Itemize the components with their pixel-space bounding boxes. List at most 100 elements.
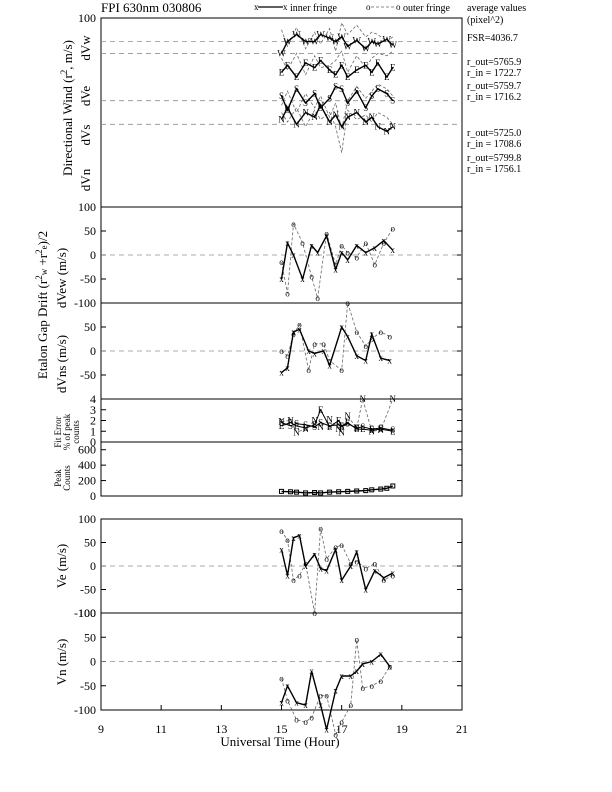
fit-marker-S: S bbox=[390, 425, 395, 435]
marker-N: N bbox=[293, 119, 300, 129]
inner-marker: x bbox=[285, 681, 290, 691]
marker-N: N bbox=[369, 112, 376, 122]
fit-marker-N: N bbox=[390, 394, 397, 404]
x-tick-label: 19 bbox=[396, 722, 408, 736]
chart-title: FPI 630nm 030806 bbox=[101, 0, 202, 15]
fit-marker-S: S bbox=[345, 419, 350, 429]
peak-counts-ylabel-1: Peak bbox=[53, 469, 63, 487]
y-tick-label: 50 bbox=[84, 320, 96, 334]
marker-E: E bbox=[294, 72, 300, 82]
x-tick-label: 17 bbox=[336, 722, 348, 736]
peak-counts-ylabel-2: Counts bbox=[62, 465, 72, 491]
outer-marker: o bbox=[339, 240, 344, 250]
outer-marker: o bbox=[354, 252, 359, 262]
inner-marker: x bbox=[303, 700, 308, 710]
marker-E: E bbox=[333, 70, 339, 80]
y-tick-label: -100 bbox=[74, 296, 96, 310]
outer-marker: o bbox=[370, 681, 375, 691]
fit-marker-E: E bbox=[390, 426, 396, 436]
vw-r-out: r_out=5759.7 bbox=[467, 81, 521, 92]
outer-series bbox=[281, 222, 394, 299]
fit-series-N bbox=[281, 398, 394, 434]
marker-S: S bbox=[318, 103, 323, 113]
ve-r-out: r_out=5765.9 bbox=[467, 57, 521, 68]
inner-marker: x bbox=[294, 698, 299, 708]
inner-marker: x bbox=[285, 238, 290, 248]
marker-W: W bbox=[337, 32, 346, 42]
inner-marker: x bbox=[354, 240, 359, 250]
fit-marker-S: S bbox=[339, 422, 344, 432]
marker-S: S bbox=[339, 84, 344, 94]
outer-marker: o bbox=[363, 341, 368, 351]
fit-marker-S: S bbox=[360, 422, 365, 432]
outer-marker: o bbox=[339, 717, 344, 727]
inner-marker: x bbox=[297, 324, 302, 334]
outer-marker: o bbox=[373, 260, 378, 270]
outer-marker: o bbox=[333, 729, 338, 739]
inner-marker: x bbox=[370, 657, 375, 667]
outer-marker: o bbox=[318, 690, 323, 700]
marker-S: S bbox=[327, 93, 332, 103]
inner-marker: x bbox=[333, 264, 338, 274]
outer-marker: o bbox=[339, 365, 344, 375]
outer-series-W bbox=[281, 21, 394, 52]
marker-W: W bbox=[277, 48, 286, 58]
marker-S: S bbox=[333, 82, 338, 92]
y-tick-label: 100 bbox=[78, 11, 96, 25]
inner-marker: x bbox=[382, 236, 387, 246]
outer-marker: o bbox=[354, 327, 359, 337]
outer-marker: o bbox=[279, 346, 284, 356]
peak-marker bbox=[369, 487, 375, 493]
marker-N: N bbox=[332, 110, 339, 120]
legend-outer-marker-left: o bbox=[366, 2, 371, 12]
inner-marker: x bbox=[303, 561, 308, 571]
inner-marker: x bbox=[360, 659, 365, 669]
outer-series bbox=[281, 528, 393, 614]
sublabel-dvw: dVw bbox=[78, 35, 93, 61]
fsr-label: FSR=4036.7 bbox=[467, 33, 518, 44]
x-axis-label: Universal Time (Hour) bbox=[220, 734, 339, 749]
y-tick-label: 2 bbox=[90, 414, 96, 428]
y-tick-label: 0 bbox=[90, 655, 96, 669]
sublabel-dve: dVe bbox=[78, 86, 93, 106]
peak-marker bbox=[288, 489, 294, 495]
marker-N: N bbox=[362, 117, 369, 127]
outer-marker: o bbox=[279, 673, 284, 683]
marker-S: S bbox=[369, 91, 374, 101]
outer-marker: o bbox=[324, 554, 329, 564]
inner-marker: x bbox=[379, 649, 384, 659]
legend-outer-label: outer fringe bbox=[403, 3, 450, 14]
y-tick-label: 0 bbox=[90, 248, 96, 262]
marker-W: W bbox=[283, 37, 292, 47]
outer-marker: o bbox=[294, 715, 299, 725]
ve-ylabel: Ve (m/s) bbox=[54, 544, 69, 588]
inner-marker: x bbox=[339, 322, 344, 332]
fit-marker-S: S bbox=[378, 423, 383, 433]
inner-marker: x bbox=[312, 549, 317, 559]
inner-series-E bbox=[280, 59, 394, 79]
inner-marker: x bbox=[348, 671, 353, 681]
peak-marker bbox=[345, 488, 351, 494]
marker-S: S bbox=[375, 84, 380, 94]
marker-N: N bbox=[344, 112, 351, 122]
y-tick-label: 200 bbox=[78, 474, 96, 488]
y-tick-label: -50 bbox=[80, 679, 96, 693]
fit-series-E bbox=[281, 408, 393, 432]
marker-S: S bbox=[390, 96, 395, 106]
inner-marker: x bbox=[324, 231, 329, 241]
outer-marker: o bbox=[312, 339, 317, 349]
inner-marker: x bbox=[345, 332, 350, 342]
legend-outer-marker-right: o bbox=[396, 2, 401, 12]
marker-E: E bbox=[318, 56, 324, 66]
inner-marker: x bbox=[363, 585, 368, 595]
marker-N: N bbox=[302, 108, 309, 118]
marker-W: W bbox=[316, 30, 325, 40]
y-tick-label: 50 bbox=[84, 224, 96, 238]
marker-W: W bbox=[310, 37, 319, 47]
inner-series bbox=[281, 325, 390, 374]
outer-marker: o bbox=[360, 683, 365, 693]
fit-marker-N: N bbox=[378, 425, 385, 435]
inner-marker: x bbox=[354, 351, 359, 361]
fit-marker-N: N bbox=[326, 414, 333, 424]
inner-marker: x bbox=[327, 360, 332, 370]
